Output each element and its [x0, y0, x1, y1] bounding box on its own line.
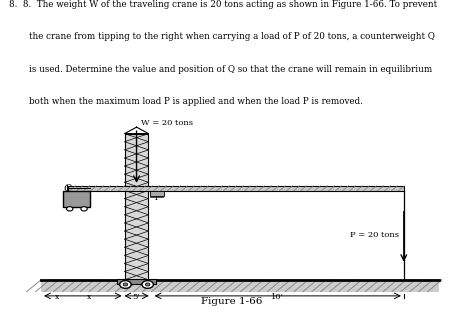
Circle shape	[66, 207, 73, 211]
Text: 5': 5'	[132, 293, 140, 301]
Text: 8.  8.  The weight W of the traveling crane is 20 tons acting as shown in Figure: 8. 8. The weight W of the traveling cran…	[9, 0, 437, 9]
Bar	[41, 280, 438, 292]
Text: is used. Determine the value and position of Q so that the crane will remain in : is used. Determine the value and positio…	[29, 65, 432, 74]
Bar	[63, 191, 90, 207]
Text: Q: Q	[63, 183, 71, 192]
Text: P = 20 tons: P = 20 tons	[349, 231, 398, 239]
Text: 1': 1'	[153, 194, 160, 202]
Circle shape	[145, 283, 150, 286]
Circle shape	[119, 280, 131, 288]
Circle shape	[142, 280, 153, 288]
Text: x: x	[87, 293, 91, 301]
Text: the crane from tipping to the right when carrying a load of P of 20 tons, a coun: the crane from tipping to the right when…	[29, 32, 434, 41]
Bar	[68, 186, 403, 191]
Text: 10': 10'	[271, 293, 284, 301]
Text: Figure 1-66: Figure 1-66	[201, 296, 262, 305]
Text: both when the maximum load P is applied and when the load P is removed.: both when the maximum load P is applied …	[29, 97, 363, 106]
Bar	[150, 191, 164, 196]
Bar	[117, 279, 155, 284]
Circle shape	[123, 283, 127, 286]
Circle shape	[81, 207, 87, 211]
Bar	[125, 134, 148, 280]
Text: x: x	[55, 293, 59, 301]
Text: W = 20 tons: W = 20 tons	[141, 119, 193, 127]
